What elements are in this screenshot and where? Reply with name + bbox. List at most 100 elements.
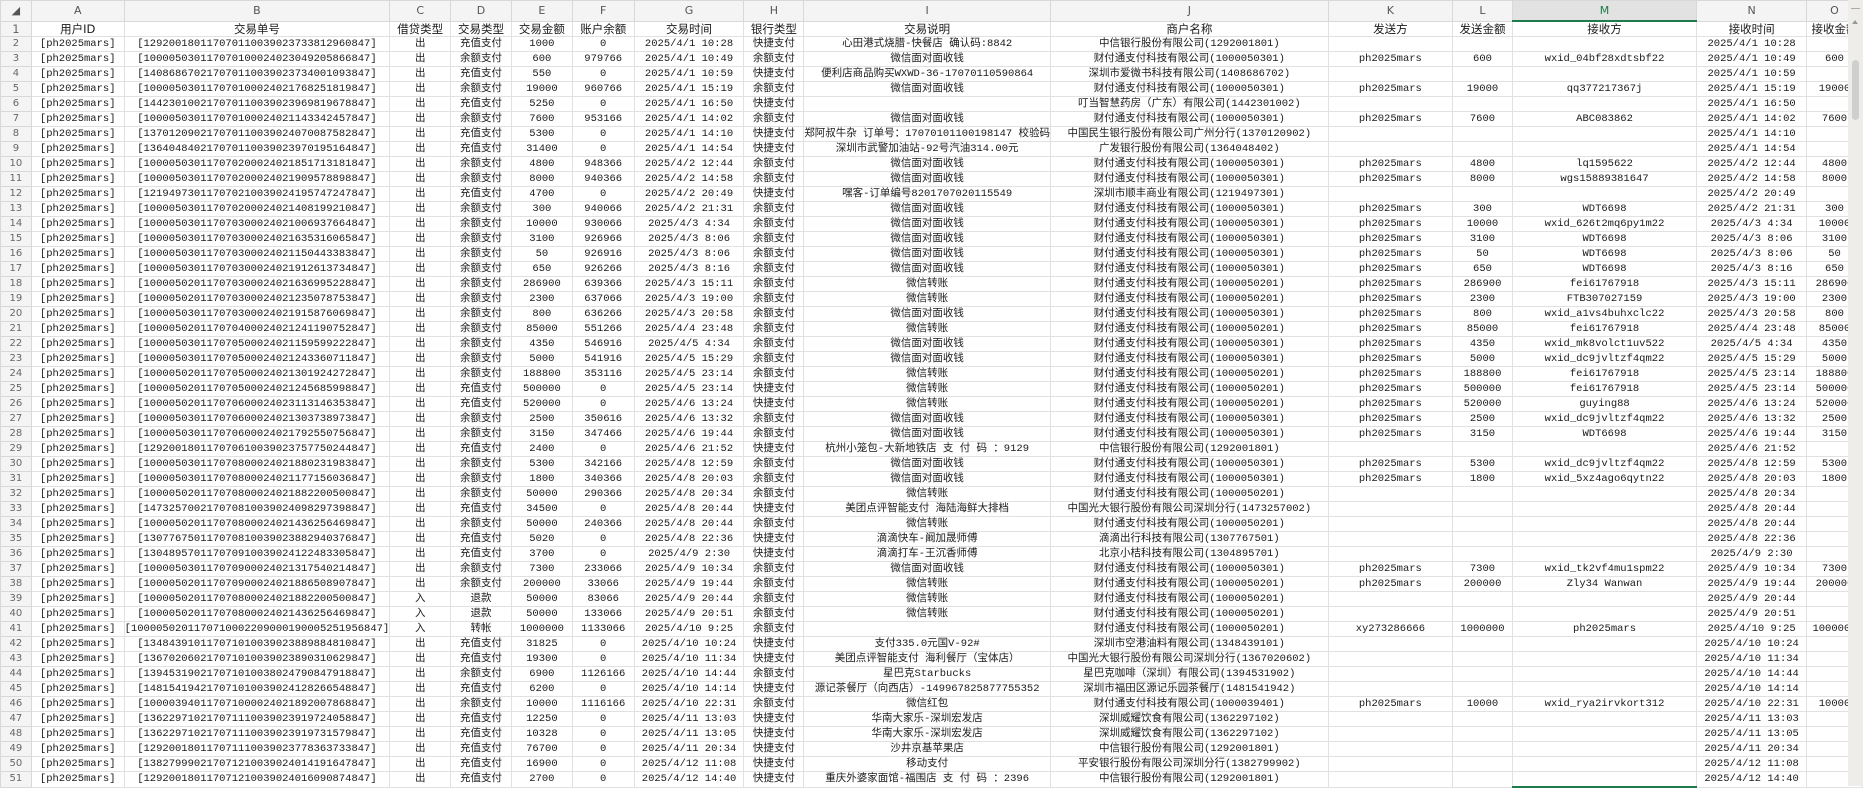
cell-l[interactable]: 520000 <box>1452 396 1513 412</box>
cell-e[interactable]: 50000 <box>510 486 573 502</box>
column-header-g[interactable]: G <box>633 0 745 22</box>
cell-g[interactable]: 2025/4/9 20:44 <box>633 591 745 607</box>
cell-m[interactable]: wxid_rya2irvkort312 <box>1511 696 1698 712</box>
cell-c[interactable]: 入 <box>389 606 452 622</box>
cell-n[interactable]: 2025/4/10 22:31 <box>1696 696 1807 712</box>
cell-h[interactable]: 余额支付 <box>743 291 805 307</box>
cell-b[interactable]: [129200180117070610039023757750244847] <box>123 441 391 457</box>
cell-l[interactable] <box>1452 546 1513 562</box>
cell-k[interactable]: ph2025mars <box>1327 231 1454 247</box>
column-header-a[interactable]: A <box>30 0 125 22</box>
cell-m[interactable]: guying88 <box>1511 396 1698 412</box>
cell-a[interactable]: [ph2025mars] <box>30 561 125 577</box>
cell-k[interactable] <box>1327 66 1454 82</box>
cell-j[interactable]: 财付通支付科技有限公司(1000050201) <box>1050 516 1329 532</box>
cell-j[interactable]: 财付通支付科技有限公司(1000050201) <box>1050 486 1329 502</box>
cell-h[interactable]: 余额支付 <box>743 111 805 127</box>
column-header-d[interactable]: D <box>450 0 512 22</box>
cell-i[interactable]: 微信面对面收钱 <box>803 411 1052 427</box>
cell-h[interactable]: 快捷支付 <box>743 651 805 667</box>
cell-f[interactable]: 0 <box>571 381 635 397</box>
cell-b[interactable]: [137012090217070110039024070087582847] <box>123 126 391 142</box>
cell-n[interactable]: 2025/4/3 8:16 <box>1696 261 1807 277</box>
cell-e[interactable]: 600 <box>510 51 573 67</box>
cell-i[interactable]: 嘿客-订单编号8201707020115549 <box>803 186 1052 202</box>
cell-e[interactable]: 200000 <box>510 576 573 592</box>
cell-k[interactable]: ph2025mars <box>1327 156 1454 172</box>
cell-a[interactable]: [ph2025mars] <box>30 681 125 697</box>
cell-h[interactable]: 余额支付 <box>743 51 805 67</box>
cell-e[interactable]: 50000 <box>510 606 573 622</box>
cell-d[interactable]: 充值支付 <box>450 681 512 697</box>
cell-k[interactable] <box>1327 516 1454 532</box>
row-number[interactable]: 20 <box>0 306 32 322</box>
collapse-icon[interactable] <box>1851 8 1860 9</box>
cell-b[interactable]: [138279990217071210039024014191647847] <box>123 756 391 772</box>
cell-j[interactable]: 中国民生银行股份有限公司广州分行(1370120902) <box>1050 126 1329 142</box>
cell-b[interactable]: [100005020117070800024021882200500847] <box>123 591 391 607</box>
cell-g[interactable]: 2025/4/10 9:25 <box>633 621 745 637</box>
cell-f[interactable]: 551266 <box>571 321 635 337</box>
cell-h[interactable]: 快捷支付 <box>743 126 805 142</box>
cell-g[interactable]: 2025/4/3 20:58 <box>633 306 745 322</box>
header-cell-a[interactable]: 用户ID <box>30 20 125 37</box>
cell-n[interactable]: 2025/4/1 10:59 <box>1696 66 1807 82</box>
cell-k[interactable] <box>1327 636 1454 652</box>
cell-d[interactable]: 余额支付 <box>450 306 512 322</box>
cell-e[interactable]: 3100 <box>510 231 573 247</box>
cell-e[interactable]: 10328 <box>510 726 573 742</box>
cell-b[interactable]: [100005030117070900024021317540214847] <box>123 561 391 577</box>
cell-k[interactable] <box>1327 96 1454 112</box>
cell-i[interactable]: 微信面对面收钱 <box>803 306 1052 322</box>
cell-n[interactable]: 2025/4/9 20:51 <box>1696 606 1807 622</box>
cell-f[interactable]: 0 <box>571 681 635 697</box>
cell-m[interactable]: ABC083862 <box>1511 111 1698 127</box>
cell-n[interactable]: 2025/4/8 20:44 <box>1696 501 1807 517</box>
header-cell-l[interactable]: 发送金额 <box>1452 20 1513 37</box>
cell-g[interactable]: 2025/4/8 20:03 <box>633 471 745 487</box>
cell-g[interactable]: 2025/4/11 13:03 <box>633 711 745 727</box>
cell-k[interactable] <box>1327 486 1454 502</box>
cell-f[interactable]: 639366 <box>571 276 635 292</box>
cell-k[interactable] <box>1327 756 1454 772</box>
row-number[interactable]: 21 <box>0 321 32 337</box>
cell-a[interactable]: [ph2025mars] <box>30 276 125 292</box>
header-cell-m[interactable]: 接收方 <box>1511 20 1698 37</box>
row-number[interactable]: 22 <box>0 336 32 352</box>
cell-e[interactable]: 520000 <box>510 396 573 412</box>
cell-n[interactable]: 2025/4/12 11:08 <box>1696 756 1807 772</box>
cell-f[interactable]: 541916 <box>571 351 635 367</box>
cell-c[interactable]: 出 <box>389 291 452 307</box>
cell-e[interactable]: 2500 <box>510 411 573 427</box>
cell-i[interactable]: 微信转账 <box>803 291 1052 307</box>
cell-b[interactable]: [100005030117070100024021143342457847] <box>123 111 391 127</box>
cell-i[interactable] <box>803 621 1052 637</box>
row-number[interactable]: 16 <box>0 246 32 262</box>
cell-b[interactable]: [129200180117070110039023733812960847] <box>123 36 391 52</box>
cell-f[interactable]: 0 <box>571 651 635 667</box>
cell-e[interactable]: 300 <box>510 201 573 217</box>
cell-l[interactable]: 8000 <box>1452 171 1513 187</box>
header-cell-f[interactable]: 账户余额 <box>571 20 635 37</box>
cell-b[interactable]: [100005020117070800024021436256469847] <box>123 516 391 532</box>
cell-k[interactable] <box>1327 771 1454 788</box>
cell-h[interactable]: 快捷支付 <box>743 726 805 742</box>
cell-h[interactable]: 余额支付 <box>743 366 805 382</box>
cell-i[interactable]: 微信面对面收钱 <box>803 156 1052 172</box>
cell-e[interactable]: 50000 <box>510 516 573 532</box>
cell-d[interactable]: 充值支付 <box>450 726 512 742</box>
cell-k[interactable] <box>1327 546 1454 562</box>
cell-j[interactable]: 财付通支付科技有限公司(1000050301) <box>1050 561 1329 577</box>
cell-l[interactable]: 2500 <box>1452 411 1513 427</box>
cell-a[interactable]: [ph2025mars] <box>30 66 125 82</box>
cell-e[interactable]: 2400 <box>510 441 573 457</box>
cell-i[interactable]: 重庆外婆家面馆-福围店 支 付 码 ：2396 <box>803 771 1052 788</box>
cell-g[interactable]: 2025/4/6 13:32 <box>633 411 745 427</box>
cell-i[interactable]: 微信面对面收钱 <box>803 261 1052 277</box>
cell-b[interactable]: [100005030117070200024021408199210847] <box>123 201 391 217</box>
cell-n[interactable]: 2025/4/5 23:14 <box>1696 366 1807 382</box>
cell-f[interactable]: 0 <box>571 396 635 412</box>
row-number[interactable]: 8 <box>0 126 32 142</box>
cell-j[interactable]: 北京小桔科技有限公司(1304895701) <box>1050 546 1329 562</box>
row-number[interactable]: 27 <box>0 411 32 427</box>
